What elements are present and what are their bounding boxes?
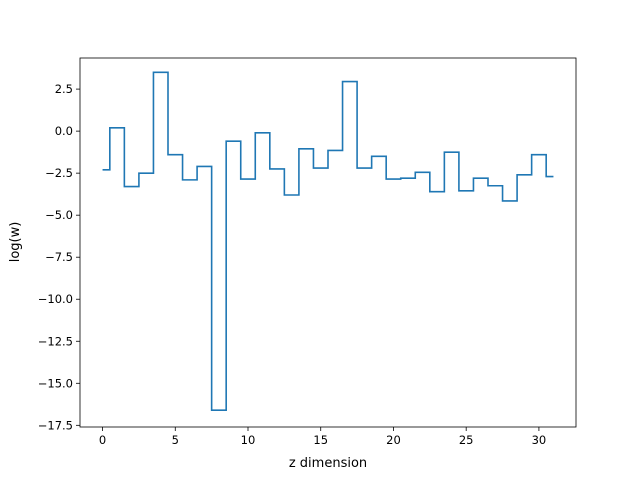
y-tick-label: −5.0 [45,208,73,222]
y-tick-label: −15.0 [38,376,73,390]
x-tick-label: 25 [459,433,474,447]
y-tick-label: −2.5 [45,166,73,180]
plot-frame [79,57,577,428]
series-line [102,71,554,411]
axes-layer: 0 5 10 15 20 25 30 2.5 0.0 −2.5 −5.0 −7.5 −10.0 −12.5… [38,57,577,447]
x-tick-label: 10 [241,433,256,447]
y-tick-label: 2.5 [55,82,73,96]
y-tick-label: −17.5 [38,418,73,432]
y-tick-label: 0.0 [55,124,73,138]
x-tick-label: 30 [532,433,547,447]
y-tick-label: −7.5 [45,250,73,264]
x-tick-label: 5 [172,433,179,447]
y-tick-label: −10.0 [38,292,73,306]
x-tick-label: 0 [99,433,106,447]
y-tick-label: −12.5 [38,334,73,348]
data-layer [102,71,554,411]
x-tick-label: 15 [313,433,328,447]
y-axis-label: log(w) [8,222,23,263]
x-axis-label: z dimension [289,456,367,471]
x-tick-label: 20 [386,433,401,447]
